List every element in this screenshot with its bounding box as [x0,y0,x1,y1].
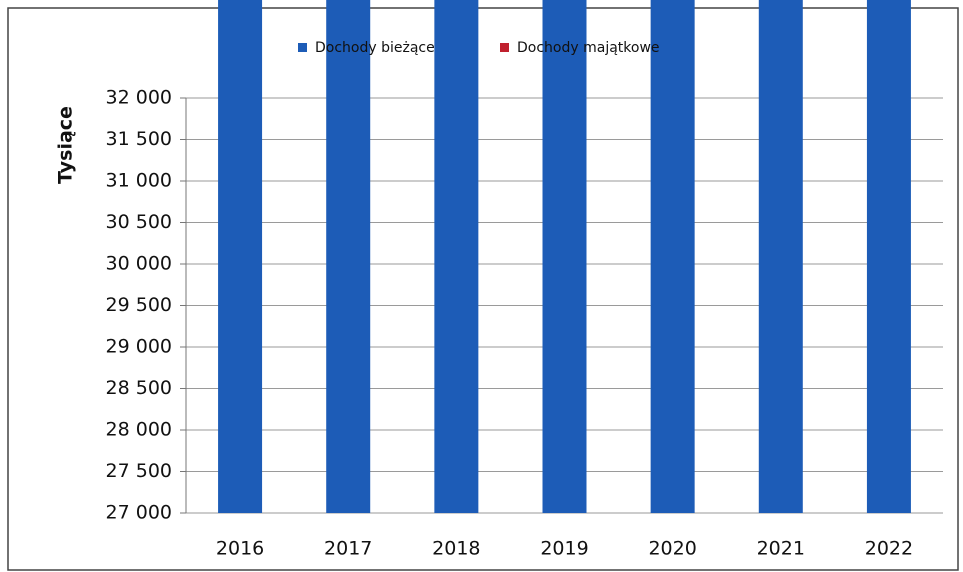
x-tick-label: 2016 [216,538,264,560]
bar-segment [326,0,371,513]
y-tick-label: 29 000 [106,336,172,358]
x-tick-label: 2018 [432,538,480,560]
x-tick-label: 2022 [865,538,913,560]
legend-label: Dochody bieżące [315,40,435,56]
y-tick-label: 28 000 [106,419,172,441]
legend-swatch [298,43,307,52]
bar-segment [542,0,587,514]
x-tick-label: 2019 [540,538,588,560]
y-tick-label: 30 000 [106,253,172,275]
x-tick-label: 2020 [648,538,696,560]
y-tick-label: 31 500 [106,128,172,150]
bar-segment [866,0,911,514]
y-tick-label: 27 000 [106,502,172,524]
y-tick-label: 29 500 [106,294,172,316]
y-tick-label: 30 500 [106,211,172,233]
legend-label: Dochody majątkowe [517,40,660,56]
y-tick-label: 32 000 [106,87,172,109]
bar-segment [434,0,479,514]
y-tick-label: 27 500 [106,460,172,482]
y-axis-label: Tysiące [55,106,77,184]
legend-swatch [500,43,509,52]
bar-segment [650,0,695,514]
bar-segment [758,0,803,514]
y-tick-label: 28 500 [106,377,172,399]
x-tick-label: 2021 [757,538,805,560]
x-tick-label: 2017 [324,538,372,560]
bar-segment [218,0,263,513]
y-tick-label: 31 000 [106,170,172,192]
